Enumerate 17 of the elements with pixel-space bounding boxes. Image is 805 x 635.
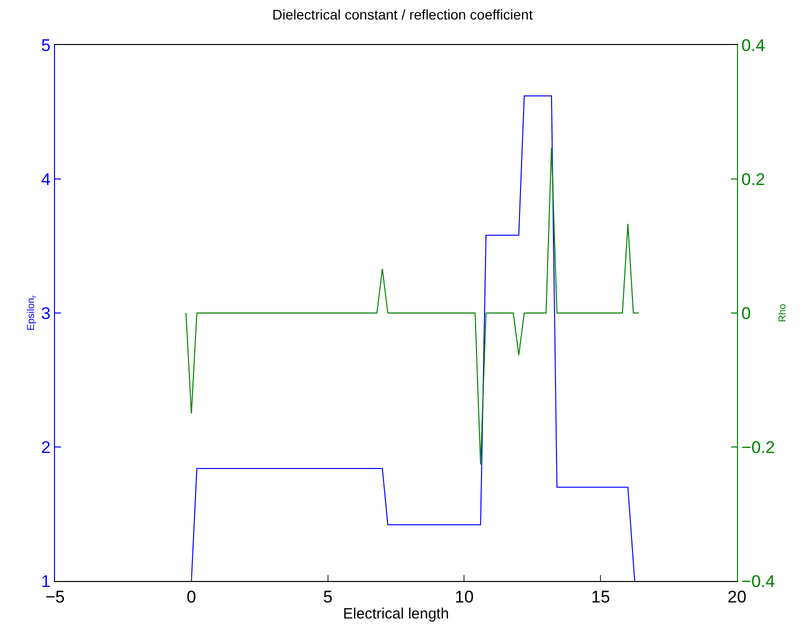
x-tick-label: 10 [454, 587, 474, 606]
chart-title: Dielectrical constant / reflection coefficient [272, 6, 533, 22]
y2-tick-label: 0.2 [741, 170, 766, 189]
y-tick-label: 2 [41, 438, 51, 457]
y-tick-label: 3 [41, 304, 51, 323]
x-tick-label: 15 [591, 587, 610, 606]
x-tick-label: 0 [186, 587, 196, 606]
line-series [190, 95, 636, 581]
y-tick-label: 5 [41, 36, 51, 55]
x-axis-title: Electrical length [343, 605, 449, 622]
x-tick-label: 5 [323, 587, 333, 606]
line-series [185, 147, 640, 465]
y2-tick-label: 0.4 [741, 36, 766, 55]
y2-tick-label: 0 [741, 304, 751, 323]
y2-tick-label: −0.2 [741, 438, 775, 457]
y2-axis-title: Rho [777, 303, 788, 322]
y-tick-label: 4 [41, 170, 51, 189]
